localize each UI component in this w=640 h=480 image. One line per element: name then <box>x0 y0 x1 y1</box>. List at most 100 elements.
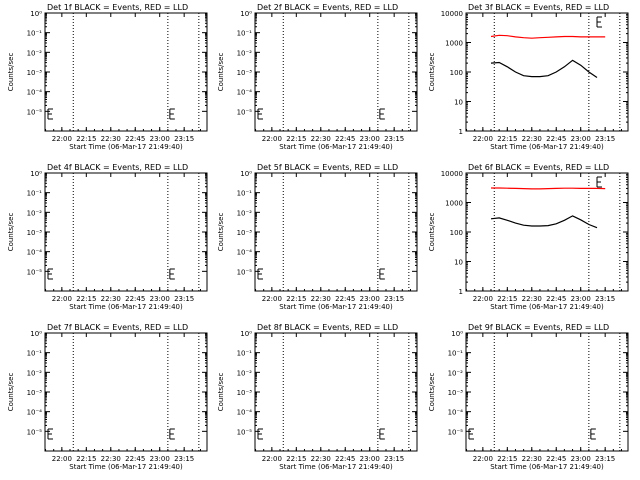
y-tick-label: 10⁻¹ <box>27 350 43 358</box>
x-tick-label: 22:45 <box>125 135 145 143</box>
x-tick-label: 23:00 <box>150 295 170 303</box>
x-axis-label: Start Time (06-Mar-17 21:49:40) <box>279 143 393 151</box>
y-tick-label: 10⁻³ <box>448 389 464 397</box>
y-tick-label: 10⁻² <box>237 209 253 217</box>
y-tick-label: 10⁻³ <box>27 389 43 397</box>
x-tick-label: 22:30 <box>311 135 331 143</box>
x-tick-label: 22:30 <box>522 455 542 463</box>
panel-det-4: Det 4f BLACK = Events, RED = LLD 22:00 22:… <box>7 163 208 311</box>
y-tick-label: 10⁻³ <box>237 69 253 77</box>
x-tick-label: 23:00 <box>150 135 170 143</box>
panel-title: Det 2f BLACK = Events, RED = LLD <box>257 3 398 12</box>
y-axis-label: Counts/sec <box>428 213 436 252</box>
x-axis-label: Start Time (06-Mar-17 21:49:40) <box>490 143 604 151</box>
plot-frame <box>465 172 629 292</box>
error-bar-glyph <box>257 268 263 280</box>
y-tick-label: 10⁻¹ <box>237 350 253 358</box>
x-axis-label: Start Time (06-Mar-17 21:49:40) <box>279 303 393 311</box>
plot-frame <box>254 332 418 452</box>
x-tick-label: 22:45 <box>546 455 566 463</box>
x-tick-label: 23:00 <box>150 455 170 463</box>
error-bar-glyph <box>596 16 603 28</box>
y-tick-label: 10⁻⁵ <box>27 428 43 436</box>
plot-frame <box>44 332 208 452</box>
y-tick-label: 10⁰ <box>30 10 42 18</box>
x-tick-label: 23:15 <box>174 455 194 463</box>
x-axis-label: Start Time (06-Mar-17 21:49:40) <box>490 463 604 471</box>
panel-det-5: Det 5f BLACK = Events, RED = LLD 22:00 22:… <box>217 163 418 311</box>
error-bar-glyph <box>596 176 603 188</box>
error-bar-glyph <box>169 108 175 120</box>
y-tick-label: 10⁻¹ <box>27 190 43 198</box>
lld-series-line <box>490 34 606 39</box>
x-tick-label: 23:15 <box>384 135 404 143</box>
x-tick-label: 22:00 <box>52 295 72 303</box>
lld-series-line <box>491 187 606 190</box>
y-axis-label: Counts/sec <box>428 373 436 412</box>
panel-title: Det 5f BLACK = Events, RED = LLD <box>257 163 398 172</box>
panel-title: Det 8f BLACK = Events, RED = LLD <box>257 323 398 332</box>
x-tick-label: 22:45 <box>125 295 145 303</box>
y-tick-label: 100 <box>450 229 463 237</box>
y-axis-label: Counts/sec <box>7 213 15 252</box>
y-tick-label: 10⁻⁴ <box>27 249 43 257</box>
x-tick-label: 22:15 <box>76 135 96 143</box>
x-tick-label: 22:45 <box>335 135 355 143</box>
x-tick-label: 22:45 <box>546 295 566 303</box>
x-tick-label: 22:45 <box>335 455 355 463</box>
panel-title: Det 9f BLACK = Events, RED = LLD <box>468 323 609 332</box>
x-tick-label: 23:15 <box>384 455 404 463</box>
x-tick-label: 23:00 <box>360 135 380 143</box>
y-tick-label: 100 <box>450 69 463 77</box>
y-tick-label: 10⁻¹ <box>237 30 253 38</box>
y-tick-label: 10⁻⁴ <box>237 89 253 97</box>
events-series-line <box>490 215 598 229</box>
x-tick-label: 22:00 <box>262 455 282 463</box>
y-tick-label: 10000 <box>441 10 463 18</box>
x-tick-label: 22:15 <box>497 295 517 303</box>
y-tick-label: 10⁻³ <box>27 69 43 77</box>
x-tick-label: 23:15 <box>174 295 194 303</box>
error-bar-glyph <box>169 268 175 280</box>
error-bar-glyph <box>257 428 263 440</box>
x-tick-label: 22:00 <box>262 135 282 143</box>
y-tick-label: 10⁻⁵ <box>237 428 253 436</box>
y-tick-label: 10⁻⁴ <box>27 89 43 97</box>
x-tick-label: 22:30 <box>522 295 542 303</box>
x-tick-label: 23:15 <box>595 295 615 303</box>
y-tick-label: 1000 <box>445 40 463 48</box>
panel-title: Det 3f BLACK = Events, RED = LLD <box>468 3 609 12</box>
y-axis-label: Counts/sec <box>217 53 225 92</box>
panel-det-9: Det 9f BLACK = Events, RED = LLD 22:00 22:… <box>428 323 629 471</box>
error-bar-glyph <box>379 108 385 120</box>
x-tick-label: 22:30 <box>101 295 121 303</box>
y-tick-label: 10⁻⁵ <box>448 428 464 436</box>
y-tick-label: 10⁻² <box>237 49 253 57</box>
y-tick-label: 10⁻³ <box>27 229 43 237</box>
plot-frame <box>254 12 418 132</box>
events-series-line <box>490 59 598 78</box>
panel-det-8: Det 8f BLACK = Events, RED = LLD 22:00 22:… <box>217 323 418 471</box>
x-tick-label: 22:15 <box>286 295 306 303</box>
y-axis-label: Counts/sec <box>7 53 15 92</box>
y-tick-label: 10⁻¹ <box>27 30 43 38</box>
y-tick-label: 10⁻⁴ <box>448 409 464 417</box>
y-tick-label: 10⁻² <box>237 369 253 377</box>
y-tick-label: 1 <box>459 128 463 136</box>
x-tick-label: 22:30 <box>101 455 121 463</box>
x-tick-label: 23:15 <box>384 295 404 303</box>
x-tick-label: 22:15 <box>497 455 517 463</box>
x-tick-label: 22:15 <box>76 295 96 303</box>
y-tick-label: 10⁻¹ <box>237 190 253 198</box>
x-axis-label: Start Time (06-Mar-17 21:49:40) <box>69 303 183 311</box>
y-axis-label: Counts/sec <box>7 373 15 412</box>
panel-title: Det 4f BLACK = Events, RED = LLD <box>47 163 188 172</box>
x-tick-label: 23:15 <box>174 135 194 143</box>
x-tick-label: 22:00 <box>473 455 493 463</box>
x-tick-label: 23:00 <box>360 295 380 303</box>
x-tick-label: 22:30 <box>522 135 542 143</box>
x-tick-label: 22:45 <box>546 135 566 143</box>
y-tick-label: 10⁻² <box>27 49 43 57</box>
panel-det-3: Det 3f BLACK = Events, RED = LLD 22:00 22:… <box>428 3 629 151</box>
x-tick-label: 23:15 <box>595 135 615 143</box>
